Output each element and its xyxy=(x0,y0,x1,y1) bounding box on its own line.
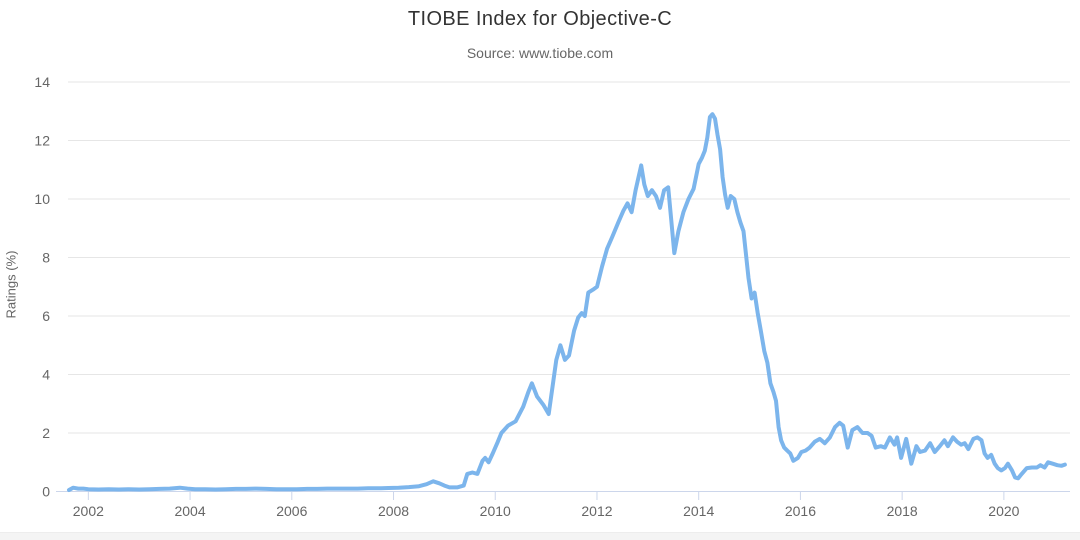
y-tick-label: 0 xyxy=(42,484,50,500)
y-tick-label: 8 xyxy=(42,250,50,266)
page-bottom-divider xyxy=(0,532,1080,540)
x-tick-label: 2018 xyxy=(887,503,918,519)
y-tick-label: 14 xyxy=(34,74,50,90)
x-tick-label: 2016 xyxy=(785,503,816,519)
x-tick-label: 2006 xyxy=(276,503,307,519)
series-line-objective-c[interactable] xyxy=(67,112,1067,492)
chart-title: TIOBE Index for Objective-C xyxy=(407,8,673,30)
x-tick-label: 2004 xyxy=(174,503,205,519)
x-tick-label: 2002 xyxy=(73,503,104,519)
y-tick-label: 2 xyxy=(42,425,50,441)
y-tick-label: 6 xyxy=(42,308,50,324)
x-tick-label: 2012 xyxy=(581,503,612,519)
y-tick-label: 4 xyxy=(42,367,50,383)
x-tick-label: 2008 xyxy=(378,503,409,519)
x-tick-label: 2010 xyxy=(480,503,511,519)
x-tick-label: 2020 xyxy=(988,503,1019,519)
y-tick-label: 12 xyxy=(34,133,50,149)
x-tick-label: 2014 xyxy=(683,503,714,519)
y-tick-label: 10 xyxy=(34,191,50,207)
chart-subtitle: Source: www.tiobe.com xyxy=(466,45,614,61)
